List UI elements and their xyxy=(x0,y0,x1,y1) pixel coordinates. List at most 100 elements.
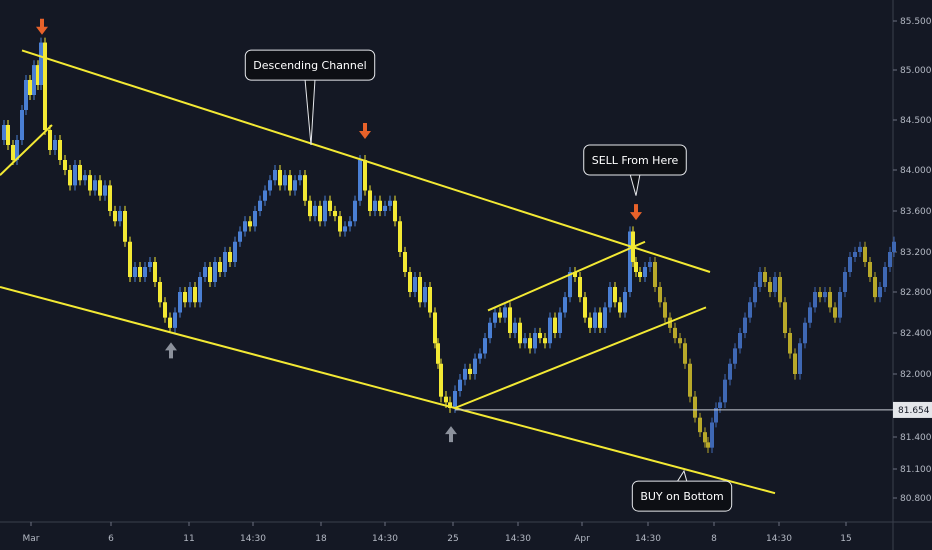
trendline[interactable] xyxy=(21,49,711,273)
candle-body[interactable] xyxy=(273,170,277,181)
candle-body[interactable] xyxy=(714,408,718,423)
candle-body[interactable] xyxy=(573,272,577,277)
candle-body[interactable] xyxy=(553,317,557,333)
candle-body[interactable] xyxy=(48,130,52,150)
trendline[interactable] xyxy=(487,240,646,312)
candle-body[interactable] xyxy=(263,190,267,201)
candle-body[interactable] xyxy=(818,292,822,298)
candle-body[interactable] xyxy=(143,267,147,277)
candle-body[interactable] xyxy=(68,170,72,186)
candle-body[interactable] xyxy=(623,292,627,313)
candle-body[interactable] xyxy=(193,287,197,303)
candle-body[interactable] xyxy=(478,353,482,359)
candle-body[interactable] xyxy=(892,241,896,252)
candle-body[interactable] xyxy=(473,358,477,374)
candle-body[interactable] xyxy=(743,317,747,333)
candle-body[interactable] xyxy=(223,252,227,272)
candle-body[interactable] xyxy=(578,277,582,298)
candle-body[interactable] xyxy=(618,302,622,313)
candle-body[interactable] xyxy=(78,165,82,181)
candle-body[interactable] xyxy=(103,185,107,196)
candle-body[interactable] xyxy=(298,175,302,181)
candle-body[interactable] xyxy=(173,312,177,328)
candle-body[interactable] xyxy=(138,267,142,277)
candle-body[interactable] xyxy=(583,297,587,318)
candle-body[interactable] xyxy=(508,307,512,333)
candle-body[interactable] xyxy=(613,287,617,303)
candle-body[interactable] xyxy=(598,312,602,328)
trendline[interactable] xyxy=(454,306,707,409)
candle-body[interactable] xyxy=(178,292,182,313)
candle-body[interactable] xyxy=(133,267,137,277)
candle-body[interactable] xyxy=(723,379,727,403)
candle-body[interactable] xyxy=(188,287,192,303)
candle-body[interactable] xyxy=(253,211,257,227)
candle-body[interactable] xyxy=(318,205,322,222)
candle-body[interactable] xyxy=(758,272,762,287)
candle-body[interactable] xyxy=(20,110,24,140)
candle-body[interactable] xyxy=(733,348,737,364)
candle-body[interactable] xyxy=(853,252,857,257)
candle-body[interactable] xyxy=(548,317,552,344)
candle-body[interactable] xyxy=(603,307,607,328)
candle-body[interactable] xyxy=(268,180,272,191)
candle-body[interactable] xyxy=(233,241,237,262)
candle-body[interactable] xyxy=(663,302,667,318)
candle-body[interactable] xyxy=(588,317,592,328)
candle-body[interactable] xyxy=(563,297,567,313)
candle-body[interactable] xyxy=(843,272,847,292)
candle-body[interactable] xyxy=(873,277,877,298)
candle-body[interactable] xyxy=(83,175,87,181)
candle-body[interactable] xyxy=(248,221,252,227)
candle-body[interactable] xyxy=(98,180,102,196)
candle-body[interactable] xyxy=(863,246,867,262)
candle-body[interactable] xyxy=(773,277,777,292)
candle-body[interactable] xyxy=(878,287,882,298)
candle-body[interactable] xyxy=(753,287,757,303)
candle-body[interactable] xyxy=(39,42,43,85)
candle-body[interactable] xyxy=(398,221,402,252)
candle-body[interactable] xyxy=(513,322,517,333)
candle-body[interactable] xyxy=(838,292,842,318)
candle-body[interactable] xyxy=(858,246,862,252)
candle-body[interactable] xyxy=(718,402,722,408)
candle-body[interactable] xyxy=(58,140,62,160)
trendline[interactable] xyxy=(0,286,776,495)
candle-body[interactable] xyxy=(313,205,317,217)
candle-body[interactable] xyxy=(113,211,117,222)
candle-body[interactable] xyxy=(523,338,527,344)
candle-body[interactable] xyxy=(308,200,312,217)
candle-body[interactable] xyxy=(413,277,417,292)
candle-body[interactable] xyxy=(123,211,127,242)
candle-body[interactable] xyxy=(688,363,692,397)
candle-body[interactable] xyxy=(228,252,232,262)
candle-body[interactable] xyxy=(433,312,437,344)
candle-body[interactable] xyxy=(403,252,407,272)
candle-body[interactable] xyxy=(15,140,19,160)
candle-body[interactable] xyxy=(388,200,392,206)
candle-body[interactable] xyxy=(203,267,207,277)
candle-body[interactable] xyxy=(198,277,202,303)
candle-body[interactable] xyxy=(634,262,638,272)
candle-body[interactable] xyxy=(148,262,152,267)
candle-body[interactable] xyxy=(608,287,612,308)
candle-body[interactable] xyxy=(453,391,457,408)
candle-body[interactable] xyxy=(558,312,562,334)
candle-body[interactable] xyxy=(768,282,772,292)
candle-body[interactable] xyxy=(683,343,687,364)
candle-body[interactable] xyxy=(673,327,677,339)
candle-body[interactable] xyxy=(568,272,572,298)
candle-body[interactable] xyxy=(303,175,307,201)
callout[interactable]: BUY on Bottom xyxy=(631,469,733,512)
candle-body[interactable] xyxy=(283,175,287,186)
candle-body[interactable] xyxy=(543,338,547,344)
candle-body[interactable] xyxy=(383,205,387,211)
candle-body[interactable] xyxy=(323,200,327,222)
candle-body[interactable] xyxy=(428,287,432,313)
candle-body[interactable] xyxy=(763,272,767,282)
candle-body[interactable] xyxy=(36,65,40,85)
candle-body[interactable] xyxy=(24,80,28,110)
candle-body[interactable] xyxy=(28,80,32,95)
candle-body[interactable] xyxy=(828,292,832,308)
candle-body[interactable] xyxy=(463,368,467,380)
